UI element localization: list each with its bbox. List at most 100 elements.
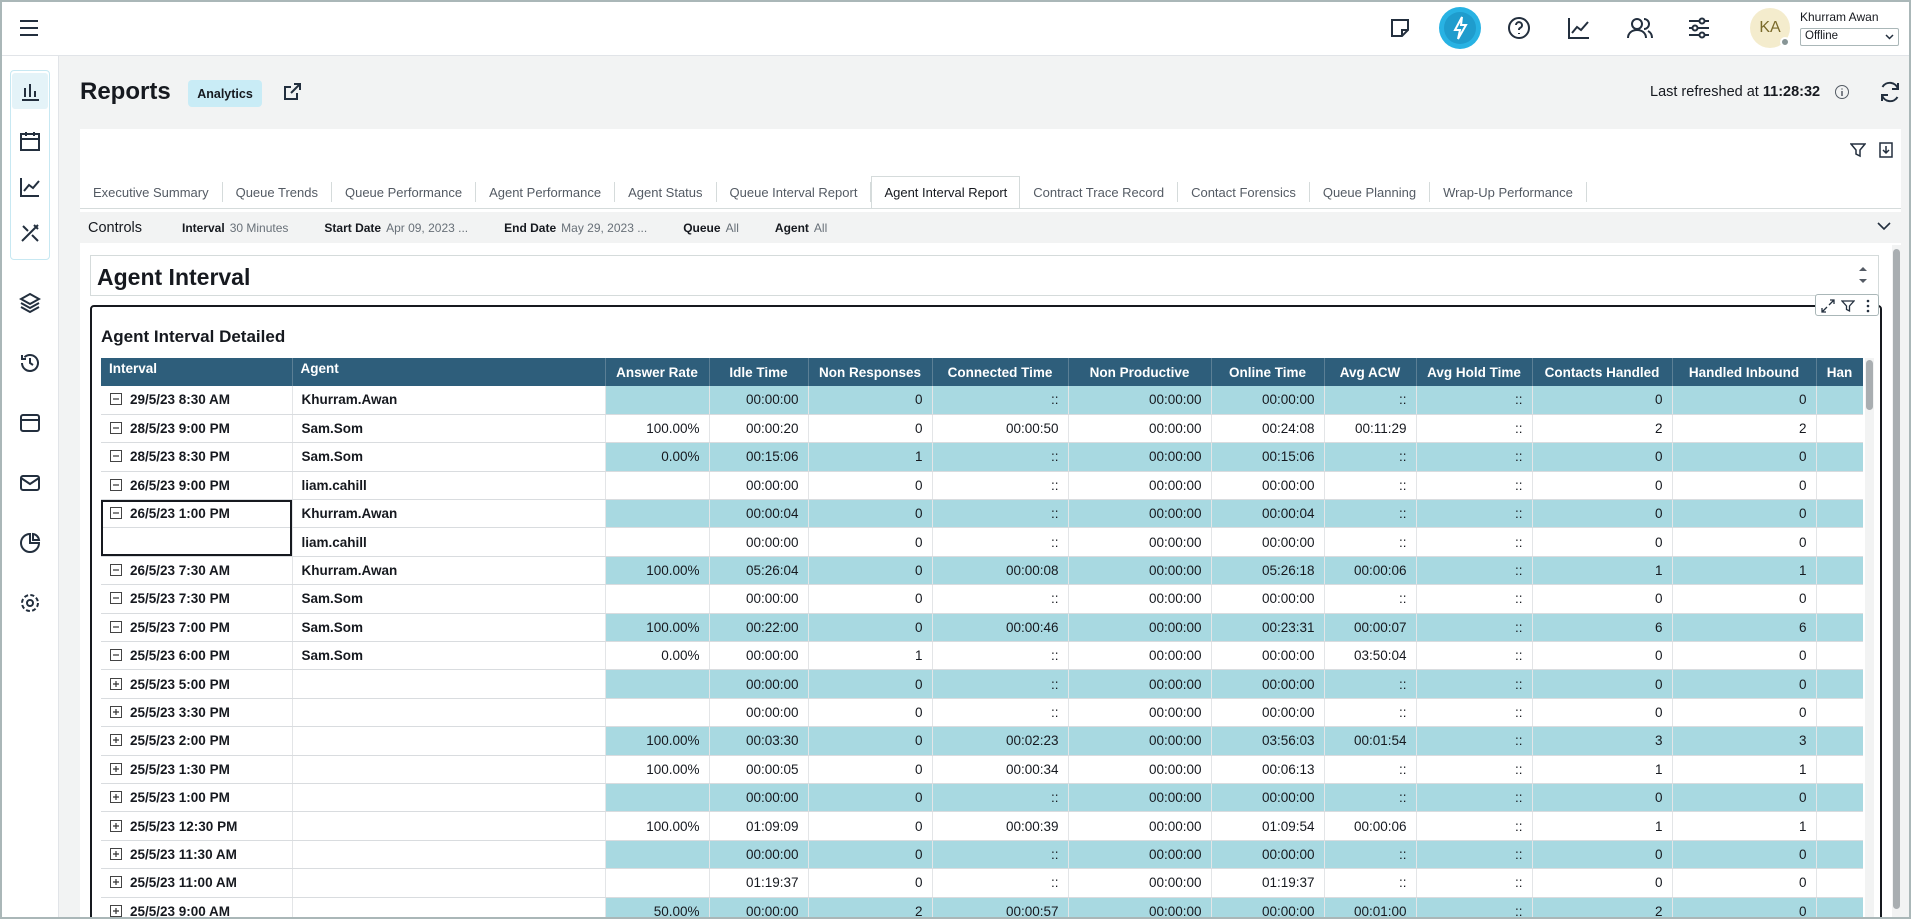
open-external[interactable] [282,82,302,102]
column-header[interactable]: Han [1816,358,1863,386]
cell-text: 26/5/23 7:30 AM [130,563,230,578]
cell-text: :: [1515,392,1523,407]
collapse-toggle[interactable] [110,649,122,661]
nav-calendar[interactable] [19,130,41,152]
collapse-toggle[interactable] [110,621,122,633]
more-options[interactable] [1861,299,1875,313]
cell-text: 00:00:00 [1262,705,1315,720]
collapse-toggle[interactable] [110,564,122,576]
tab[interactable]: Wrap-Up Performance [1430,182,1587,202]
page-scrollbar[interactable] [1892,245,1901,919]
tab[interactable]: Queue Planning [1310,182,1430,202]
expand-visual[interactable] [1821,299,1835,313]
tab[interactable]: Contract Trace Record [1020,182,1178,202]
table-scrollbar[interactable] [1865,358,1874,919]
table-cell [292,670,605,698]
filter-visual[interactable] [1841,299,1855,313]
refresh-button[interactable] [1878,80,1902,104]
tab[interactable]: Agent Performance [476,182,615,202]
tab[interactable]: Queue Interval Report [717,182,872,202]
control-filter[interactable]: QueueAll [683,221,739,235]
tab[interactable]: Executive Summary [80,182,223,202]
table-cell: 1 [1532,556,1672,584]
cell-text: 00:15:06 [1262,449,1315,464]
collapse-toggle[interactable] [110,479,122,491]
tab[interactable]: Contact Forensics [1178,182,1310,202]
table-cell: 00:02:23 [932,727,1068,755]
nav-mail[interactable] [19,472,41,494]
table-cell: 0 [808,783,932,811]
tab[interactable]: Agent Interval Report [871,176,1020,208]
column-header[interactable]: Agent [292,358,605,386]
column-header[interactable]: Answer Rate [605,358,709,386]
page-scroll-thumb[interactable] [1893,249,1900,909]
control-filter[interactable]: Start DateApr 09, 2023 ... [324,221,468,235]
column-header[interactable]: Handled Inbound [1672,358,1816,386]
info-icon[interactable] [1834,84,1850,100]
help-icon[interactable] [1507,16,1531,40]
expand-toggle[interactable] [110,763,122,775]
expand-toggle[interactable] [110,876,122,888]
download-icon[interactable] [1878,142,1894,158]
collapse-toggle[interactable] [110,422,122,434]
column-header[interactable]: Avg ACW [1324,358,1416,386]
expand-toggle[interactable] [110,734,122,746]
cell-text: 0 [1655,591,1663,606]
cell-text: 00:00:00 [1149,762,1202,777]
table-cell: 00:00:00 [1068,585,1211,613]
expand-toggle[interactable] [110,791,122,803]
notes-icon[interactable] [1388,16,1412,40]
filter-icon[interactable] [1850,142,1866,158]
cell-text: 0 [915,819,923,834]
column-header[interactable]: Connected Time [932,358,1068,386]
column-header[interactable]: Avg Hold Time [1416,358,1532,386]
control-filter[interactable]: AgentAll [775,221,827,235]
cell-text: 0 [1655,506,1663,521]
expand-toggle[interactable] [110,820,122,832]
settings-sliders-icon[interactable] [1687,16,1711,40]
column-header[interactable]: Non Responses [808,358,932,386]
nav-settings[interactable] [19,592,41,614]
nav-tools[interactable] [19,222,41,244]
table-cell: 00:00:00 [1211,698,1324,726]
nav-history[interactable] [19,352,41,374]
table-cell: 100.00% [605,727,709,755]
expand-toggle[interactable] [110,848,122,860]
tab[interactable]: Queue Performance [332,182,476,202]
control-filter[interactable]: End DateMay 29, 2023 ... [504,221,647,235]
expand-toggle[interactable] [110,905,122,917]
collapse-toggle[interactable] [110,450,122,462]
tab[interactable]: Agent Status [615,182,716,202]
nav-metrics[interactable] [19,176,41,198]
cell-text: :: [1399,847,1407,862]
nav-chart[interactable] [19,532,41,554]
nav-layers[interactable] [19,292,41,314]
expand-toggle[interactable] [110,678,122,690]
expand-toggle[interactable] [110,706,122,718]
column-header[interactable]: Contacts Handled [1532,358,1672,386]
controls-expand[interactable] [1876,220,1892,232]
users-icon[interactable] [1627,16,1653,40]
status-select[interactable]: Offline [1800,28,1899,46]
table-scroll-thumb[interactable] [1866,360,1873,410]
collapse-toggle[interactable] [110,507,122,519]
control-filter[interactable]: Interval30 Minutes [182,221,288,235]
menu-button[interactable] [18,18,42,40]
section-spinner[interactable] [1858,264,1868,286]
column-header[interactable]: Idle Time [709,358,808,386]
cell-text: 0 [1799,705,1807,720]
cell-text: 0 [915,478,923,493]
collapse-toggle[interactable] [110,393,122,405]
nav-window[interactable] [19,412,41,434]
quick-connect-button[interactable] [1438,6,1482,50]
nav-reports[interactable] [19,80,41,102]
table-cell: :: [1416,812,1532,840]
column-header[interactable]: Online Time [1211,358,1324,386]
cell-text: 0 [915,620,923,635]
tab[interactable]: Queue Trends [223,182,332,202]
metrics-icon[interactable] [1567,16,1591,40]
table-cell: 0 [1532,585,1672,613]
collapse-toggle[interactable] [110,592,122,604]
column-header[interactable]: Interval [101,358,292,386]
column-header[interactable]: Non Productive [1068,358,1211,386]
